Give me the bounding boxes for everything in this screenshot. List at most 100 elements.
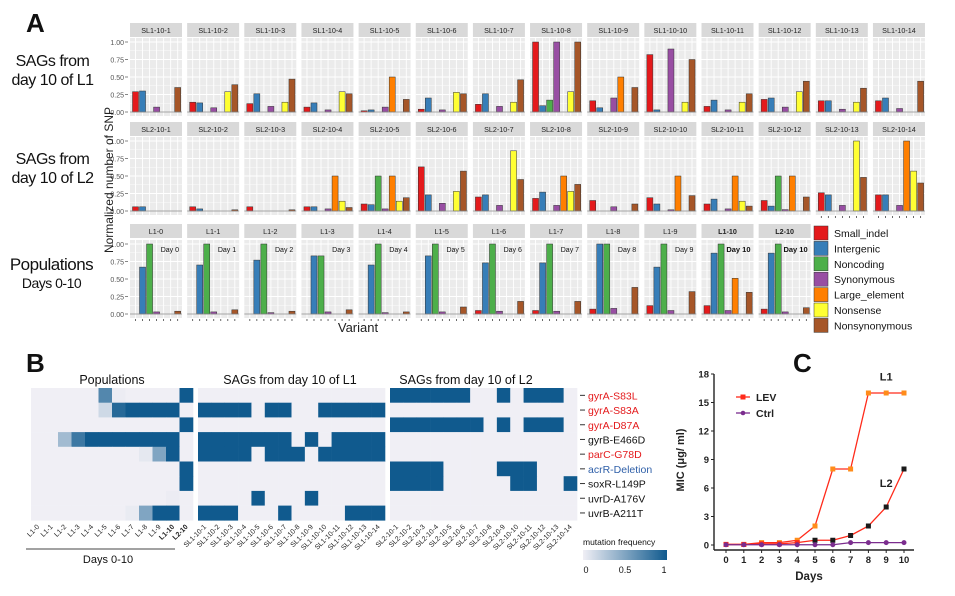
bar-intergenic	[139, 266, 146, 315]
heatmap-cell	[536, 388, 551, 403]
heatmap-cell	[483, 461, 498, 477]
heatmap-cell	[371, 388, 386, 403]
bar-small-indel	[703, 203, 711, 212]
facet-strip-label: L1-5	[435, 227, 449, 236]
heatmap-column-label: SL1-10-4	[223, 524, 248, 549]
bar-intergenic	[139, 206, 146, 212]
heatmap-cell	[85, 432, 99, 448]
heatmap-cell	[112, 461, 126, 477]
bar-intergenic	[539, 191, 546, 212]
heatmap-cell	[510, 446, 524, 462]
heatmap-cell	[403, 446, 418, 462]
heatmap-cell	[358, 505, 372, 521]
facet-strip	[872, 122, 925, 136]
y-tick-label: 0.25	[110, 192, 124, 199]
bar-small-indel	[646, 305, 654, 315]
facet-strip	[415, 122, 468, 136]
facet-strip-label: SL1-10-11	[711, 26, 744, 35]
legend-label-lev: LEV	[756, 392, 776, 404]
y-tick-label: 1.00	[110, 242, 124, 249]
bar-small-indel	[189, 206, 196, 212]
heatmap-cell	[238, 461, 252, 477]
heatmap-cell	[430, 490, 444, 506]
heatmap-cell	[125, 490, 140, 506]
heatmap-column-label: SL2-10-8	[468, 524, 493, 549]
heatmap-cell	[85, 402, 99, 418]
y-tick-label: 0.75	[110, 58, 124, 65]
heatmap-cell	[358, 388, 372, 403]
heatmap-column-label: L1-9	[148, 524, 163, 539]
heatmap-column-label: SL1-10-7	[263, 524, 288, 549]
heatmap-cell	[179, 505, 194, 521]
bar-small-indel	[246, 206, 254, 212]
heatmap-cell	[331, 432, 346, 448]
heatmap-row-label: gyrA-D87A	[588, 420, 639, 432]
heatmap-cell	[44, 476, 59, 492]
bar-intergenic	[425, 97, 432, 113]
series-line-lev-l2	[726, 468, 905, 546]
data-point-lev-l1	[723, 541, 729, 547]
heatmap-cell	[416, 446, 431, 462]
bar-synonymous	[496, 205, 503, 212]
heatmap-cell	[523, 417, 538, 433]
heatmap-cell	[58, 490, 72, 506]
heatmap-cell	[224, 446, 239, 462]
heatmap-cell	[139, 388, 153, 403]
facet-strip-label: SL2-10-6	[427, 125, 457, 134]
heatmap-cell	[198, 461, 212, 477]
bar-small-indel	[818, 100, 825, 113]
facet-strip-label: SL2-10-8	[541, 125, 571, 134]
bar-nonsynonymous	[574, 301, 581, 315]
bar-large-element	[388, 175, 396, 212]
heatmap-cell	[416, 505, 431, 521]
heatmap-cell	[563, 402, 578, 418]
heatmap-group-title: SAGs from day 10 of L1	[223, 373, 356, 387]
bar-intergenic	[310, 102, 318, 113]
bar-nonsynonymous	[688, 59, 696, 113]
facet-strip-label: L1-7	[549, 227, 563, 236]
heatmap-cell	[71, 402, 86, 418]
heatmap-column-label: SL1-10-9	[290, 524, 315, 549]
heatmap-column-label: L1-6	[107, 524, 122, 539]
heatmap-row-label: uvrD-A176V	[588, 493, 645, 505]
bar-intergenic	[253, 93, 261, 113]
heatmap-column-label: L1-0	[26, 524, 41, 539]
heatmap-cell	[85, 388, 99, 403]
bar-large-element	[903, 140, 910, 212]
bar-nonsynonymous	[688, 195, 696, 212]
facet-strip	[472, 224, 525, 238]
heatmap-cell	[443, 461, 458, 477]
heatmap-cell	[358, 432, 372, 448]
heatmap-cell	[44, 446, 59, 462]
heatmap-cell	[403, 461, 418, 477]
heatmap-cell	[443, 388, 458, 403]
heatmap-cell	[98, 446, 113, 462]
heatmap-cell	[291, 432, 306, 448]
bar-nonsynonymous	[460, 306, 467, 315]
heatmap-cell	[211, 476, 226, 492]
heatmap-cell	[112, 432, 126, 448]
heatmap-cell	[58, 402, 72, 418]
heatmap-cell	[318, 505, 332, 521]
heatmap-cell	[198, 402, 212, 418]
data-point-lev-l2	[848, 533, 854, 538]
heatmap-cell	[211, 432, 226, 448]
heatmap-cell	[331, 402, 346, 418]
heatmap-cell	[125, 388, 140, 403]
heatmap-cell	[304, 388, 319, 403]
bar-small-indel	[589, 200, 596, 212]
bar-noncoding	[203, 243, 210, 315]
colorbar-tick-label: 0	[583, 565, 588, 575]
heatmap-row-label: gyrA-S83A	[588, 405, 639, 417]
heatmap-cell	[31, 505, 45, 521]
heatmap-cell	[563, 432, 578, 448]
heatmap-column-label: L1-4	[80, 524, 95, 539]
heatmap-cell	[563, 388, 578, 403]
heatmap-cell	[112, 388, 126, 403]
heatmap-cell	[278, 417, 292, 433]
heatmap-cell	[58, 505, 72, 521]
heatmap-cell	[152, 417, 167, 433]
bar-nonsynonymous	[460, 93, 467, 113]
data-point-lev-l2	[776, 541, 782, 547]
x-tick-label: 3	[777, 555, 782, 566]
